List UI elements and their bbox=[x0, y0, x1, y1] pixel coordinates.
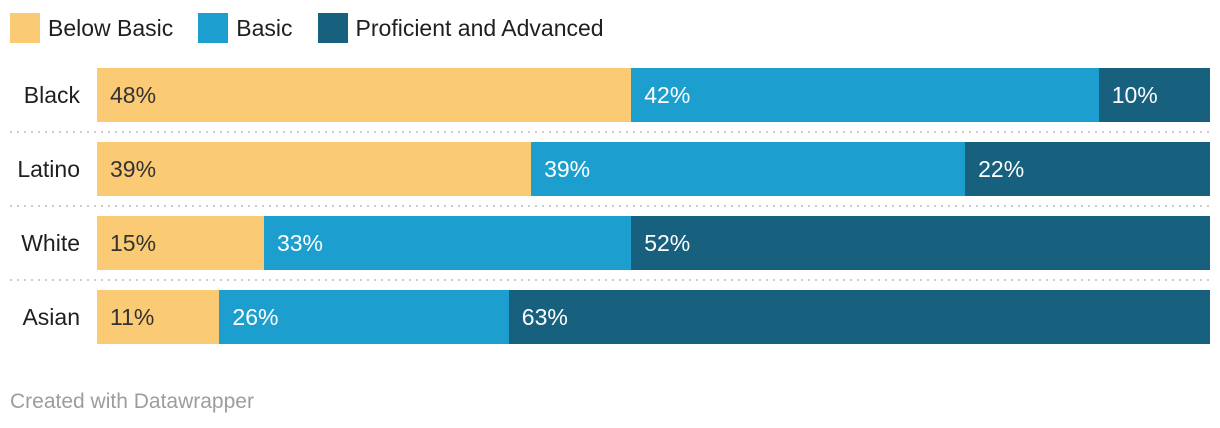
bar-segment: 39% bbox=[531, 142, 966, 196]
row-separator bbox=[10, 205, 1210, 207]
value-label: 15% bbox=[110, 229, 157, 256]
legend-item: Proficient and Advanced bbox=[317, 13, 604, 43]
value-label: 52% bbox=[644, 229, 691, 256]
legend-swatch-icon bbox=[198, 13, 229, 43]
stacked-bar: 48% 42% 10% bbox=[97, 68, 1210, 122]
bar-segment: 10% bbox=[1098, 68, 1210, 122]
row-separator bbox=[10, 279, 1210, 281]
legend-label: Proficient and Advanced bbox=[355, 14, 604, 41]
value-label: 11% bbox=[110, 303, 155, 330]
bar-row: Latino 39% 39% 22% bbox=[0, 142, 1210, 196]
value-label: 10% bbox=[1111, 81, 1158, 108]
value-label: 26% bbox=[232, 303, 279, 330]
value-label: 48% bbox=[110, 81, 157, 108]
legend: Below Basic Basic Proficient and Advanced bbox=[10, 13, 1220, 43]
bar-segment: 26% bbox=[219, 290, 509, 344]
value-label: 33% bbox=[276, 229, 323, 256]
bar-row: Asian 11% 26% 63% bbox=[0, 290, 1210, 344]
legend-swatch-icon bbox=[10, 13, 40, 43]
legend-label: Below Basic bbox=[48, 14, 174, 41]
attribution-text: Created with Datawrapper bbox=[10, 390, 254, 413]
bar-segment: 42% bbox=[631, 68, 1099, 122]
value-label: 39% bbox=[544, 155, 591, 182]
stacked-bar: 11% 26% 63% bbox=[97, 290, 1210, 344]
bar-segment: 15% bbox=[97, 216, 264, 270]
bar-row: Black 48% 42% 10% bbox=[0, 68, 1210, 122]
category-label: Black bbox=[23, 81, 80, 108]
stacked-bar: 39% 39% 22% bbox=[97, 142, 1210, 196]
category-label: White bbox=[21, 229, 80, 256]
value-label: 63% bbox=[521, 303, 568, 330]
bar-segment: 63% bbox=[508, 290, 1210, 344]
stacked-bar: 15% 33% 52% bbox=[97, 216, 1210, 270]
value-label: 22% bbox=[978, 155, 1025, 182]
bar-segment: 11% bbox=[97, 290, 220, 344]
bar-segment: 39% bbox=[97, 142, 532, 196]
bar-segment: 48% bbox=[97, 68, 632, 122]
bar-segment: 52% bbox=[631, 216, 1210, 270]
legend-label: Basic bbox=[236, 14, 293, 41]
value-label: 39% bbox=[110, 155, 157, 182]
bar-row: White 15% 33% 52% bbox=[0, 216, 1210, 270]
bar-segment: 33% bbox=[263, 216, 632, 270]
bar-rows: Black 48% 42% 10% Latino 39% 39% 22% White 15% 33%… bbox=[0, 68, 1210, 344]
value-label: 42% bbox=[644, 81, 691, 108]
category-label: Latino bbox=[17, 155, 80, 182]
legend-item: Below Basic bbox=[10, 13, 173, 43]
legend-item: Basic bbox=[198, 13, 293, 43]
legend-swatch-icon bbox=[317, 13, 348, 43]
bar-segment: 22% bbox=[965, 142, 1210, 196]
category-label: Asian bbox=[22, 303, 80, 330]
row-separator bbox=[10, 131, 1210, 133]
